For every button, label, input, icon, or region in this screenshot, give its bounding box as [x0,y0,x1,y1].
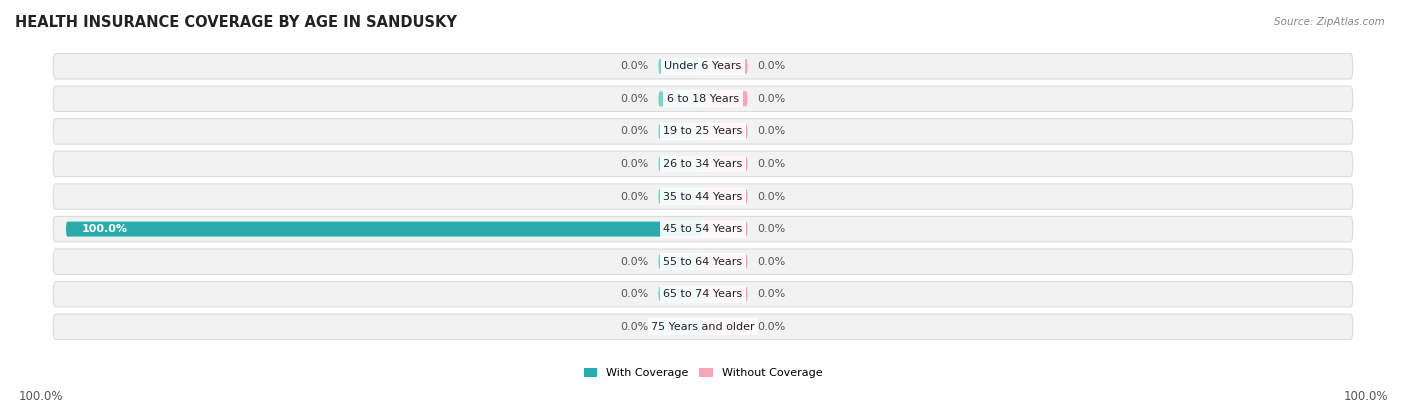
FancyBboxPatch shape [658,287,703,302]
FancyBboxPatch shape [703,189,748,204]
Legend: With Coverage, Without Coverage: With Coverage, Without Coverage [583,368,823,378]
Text: 65 to 74 Years: 65 to 74 Years [664,289,742,299]
Text: 75 Years and older: 75 Years and older [651,322,755,332]
Text: 100.0%: 100.0% [1343,391,1388,403]
FancyBboxPatch shape [703,156,748,171]
Text: 0.0%: 0.0% [620,159,648,169]
FancyBboxPatch shape [703,91,748,106]
Text: 55 to 64 Years: 55 to 64 Years [664,256,742,267]
Text: 0.0%: 0.0% [620,127,648,137]
Text: 0.0%: 0.0% [758,224,786,234]
Text: 0.0%: 0.0% [758,289,786,299]
FancyBboxPatch shape [703,287,748,302]
FancyBboxPatch shape [53,314,1353,339]
FancyBboxPatch shape [53,151,1353,177]
Text: 0.0%: 0.0% [758,192,786,202]
Text: 0.0%: 0.0% [620,61,648,71]
FancyBboxPatch shape [53,184,1353,209]
Text: 0.0%: 0.0% [758,256,786,267]
FancyBboxPatch shape [53,216,1353,242]
Text: 26 to 34 Years: 26 to 34 Years [664,159,742,169]
Text: 0.0%: 0.0% [620,289,648,299]
FancyBboxPatch shape [53,54,1353,79]
Text: 100.0%: 100.0% [18,391,63,403]
FancyBboxPatch shape [53,119,1353,144]
FancyBboxPatch shape [658,91,703,106]
FancyBboxPatch shape [703,124,748,139]
Text: Under 6 Years: Under 6 Years [665,61,741,71]
Text: 0.0%: 0.0% [620,322,648,332]
FancyBboxPatch shape [53,86,1353,112]
FancyBboxPatch shape [658,254,703,269]
Text: HEALTH INSURANCE COVERAGE BY AGE IN SANDUSKY: HEALTH INSURANCE COVERAGE BY AGE IN SAND… [15,15,457,30]
FancyBboxPatch shape [66,222,703,237]
Text: 0.0%: 0.0% [620,94,648,104]
Text: 100.0%: 100.0% [82,224,128,234]
Text: 0.0%: 0.0% [758,127,786,137]
Text: 6 to 18 Years: 6 to 18 Years [666,94,740,104]
Text: 0.0%: 0.0% [620,256,648,267]
Text: 0.0%: 0.0% [758,322,786,332]
FancyBboxPatch shape [703,254,748,269]
Text: Source: ZipAtlas.com: Source: ZipAtlas.com [1274,17,1385,27]
FancyBboxPatch shape [53,249,1353,274]
Text: 0.0%: 0.0% [620,192,648,202]
Text: 0.0%: 0.0% [758,159,786,169]
FancyBboxPatch shape [703,319,748,334]
FancyBboxPatch shape [658,156,703,171]
Text: 0.0%: 0.0% [758,61,786,71]
FancyBboxPatch shape [53,281,1353,307]
FancyBboxPatch shape [658,59,703,74]
FancyBboxPatch shape [658,319,703,334]
FancyBboxPatch shape [658,124,703,139]
FancyBboxPatch shape [703,59,748,74]
FancyBboxPatch shape [658,189,703,204]
Text: 0.0%: 0.0% [758,94,786,104]
Text: 45 to 54 Years: 45 to 54 Years [664,224,742,234]
Text: 19 to 25 Years: 19 to 25 Years [664,127,742,137]
Text: 35 to 44 Years: 35 to 44 Years [664,192,742,202]
FancyBboxPatch shape [703,222,748,237]
